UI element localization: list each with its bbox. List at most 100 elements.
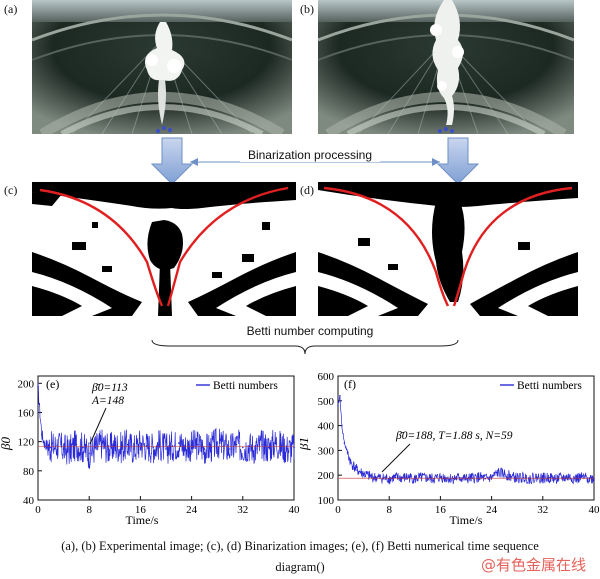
chart-e-annotation-amp: A=148 bbox=[91, 395, 124, 407]
binarization-arrows bbox=[150, 137, 480, 185]
chart-e-data-point-17 bbox=[133, 448, 135, 450]
chart-f-annotation-arrow bbox=[381, 443, 411, 473]
chart-e-data-point-3 bbox=[43, 442, 46, 444]
experimental-image-a bbox=[32, 0, 292, 134]
chart-f-data-point-15 bbox=[414, 478, 416, 480]
chart-f-data-point-34 bbox=[535, 476, 538, 478]
chart-f-plot-frame bbox=[337, 375, 595, 501]
chart-e-panel-label: (e) bbox=[46, 377, 59, 391]
betti-computing-label: Betti number computing bbox=[246, 324, 374, 338]
chart-e-xtick-label-5: 40 bbox=[289, 504, 301, 516]
chart-f-ytick-label-2: 300 bbox=[318, 445, 335, 457]
chart-e-data-point-41 bbox=[286, 448, 289, 450]
chart-f-data-point-2 bbox=[341, 424, 343, 427]
betti-chart-e: 0 8 16 24 32 40 40 80 120 160 200 (e) β̄0=113 A=14… bbox=[0, 375, 301, 527]
chart-f-data-point-19 bbox=[439, 476, 442, 478]
chart-f-data-point-8 bbox=[369, 475, 371, 478]
figure-caption-line2: diagram() bbox=[275, 560, 325, 574]
chart-e-data-point-10 bbox=[88, 452, 90, 455]
chart-f-data-point-7 bbox=[362, 473, 365, 475]
chart-e-data-point-26 bbox=[190, 445, 193, 447]
chart-f-data-point-28 bbox=[497, 471, 499, 474]
chart-e-data-point-5 bbox=[56, 444, 58, 447]
chart-e-ylabel: β0 bbox=[0, 437, 13, 451]
chart-e-data-point-27 bbox=[197, 443, 199, 446]
chart-e-data-point-21 bbox=[158, 443, 161, 446]
chart-e-data-point-30 bbox=[216, 442, 218, 444]
chart-f-data-point-25 bbox=[478, 476, 480, 478]
chart-e-data-point-32 bbox=[229, 448, 231, 450]
chart-f-xtick-label-2: 16 bbox=[435, 504, 447, 516]
chart-e-data-point-7 bbox=[69, 449, 71, 452]
panel-label-b: (b) bbox=[300, 2, 314, 16]
chart-e-legend: Betti numbers bbox=[213, 380, 278, 392]
chart-f-data-point-23 bbox=[465, 478, 467, 480]
chart-f-ytick-label-3: 400 bbox=[318, 421, 335, 433]
chart-e-ytick-label-1: 80 bbox=[23, 466, 35, 478]
chart-e-ytick-label-4: 200 bbox=[18, 378, 35, 390]
chart-e-data-point-6 bbox=[62, 448, 65, 450]
chart-e-data-point-24 bbox=[178, 442, 180, 444]
chart-f-series-line-0 bbox=[337, 395, 595, 485]
chart-e-data-point-36 bbox=[254, 448, 257, 450]
betti-bracket bbox=[151, 339, 459, 355]
chart-f-ytick-label-5: 600 bbox=[318, 371, 335, 383]
chart-e-data-point-22 bbox=[165, 448, 167, 450]
chart-e-data-point-4 bbox=[50, 446, 52, 449]
chart-e-xtick-label-0: 0 bbox=[35, 504, 41, 516]
binarization-image-d bbox=[318, 182, 578, 316]
down-arrow-left-icon bbox=[150, 137, 194, 185]
chart-f-xtick-label-3: 24 bbox=[486, 504, 498, 516]
chart-f-xtick-label-1: 8 bbox=[386, 504, 392, 516]
chart-e-plot-frame bbox=[37, 375, 295, 501]
chart-e-data-point-15 bbox=[120, 446, 122, 449]
chart-e-data-point-1 bbox=[39, 411, 41, 414]
chart-e-xtick-label-2: 16 bbox=[135, 504, 147, 516]
binarization-label: Binarization processing bbox=[240, 148, 380, 162]
chart-e-data-point-28 bbox=[203, 448, 206, 450]
chart-e-data-point-35 bbox=[248, 445, 250, 447]
chart-e-data-point-25 bbox=[184, 446, 186, 449]
chart-e-data-point-16 bbox=[126, 443, 129, 446]
chart-e-data-point-42 bbox=[293, 446, 295, 449]
panel-label-c: (c) bbox=[4, 183, 18, 197]
chart-e-data-point-33 bbox=[235, 443, 238, 446]
experimental-image-b bbox=[318, 0, 574, 134]
chart-e-data-point-9 bbox=[82, 446, 84, 449]
panel-label-d: (d) bbox=[300, 183, 314, 197]
betti-chart-f: 0 8 16 24 32 40 100 200 300 400 500 600 (f) β̄0=188… bbox=[300, 371, 600, 527]
chart-e-data-point-12 bbox=[101, 442, 103, 444]
chart-f-annotation-mean: β̄0=188, T=1.88 s, N=59 bbox=[395, 430, 513, 442]
chart-f-data-point-18 bbox=[433, 478, 435, 480]
chart-f-data-point-1 bbox=[339, 395, 341, 397]
chart-e-data-point-37 bbox=[261, 443, 263, 446]
chart-e-annotation-mean: β̄0=113 bbox=[91, 382, 128, 394]
chart-f-legend: Betti numbers bbox=[517, 380, 582, 392]
chart-f-data-point-3 bbox=[343, 442, 346, 444]
watermark-text: @有色金属在线 bbox=[480, 556, 586, 574]
chart-f-xlabel: Time/s bbox=[450, 513, 483, 527]
chart-e-data-point-11 bbox=[94, 446, 97, 449]
chart-e-data-point-29 bbox=[210, 446, 212, 449]
chart-e-data-point-13 bbox=[107, 448, 110, 450]
chart-e-data-point-19 bbox=[146, 445, 148, 447]
chart-e-data-point-20 bbox=[152, 446, 154, 449]
chart-f-data-point-4 bbox=[346, 452, 349, 454]
chart-f-xtick-label-0: 0 bbox=[335, 504, 341, 516]
chart-f-data-point-0 bbox=[337, 404, 339, 407]
chart-f-data-point-30 bbox=[510, 475, 512, 478]
chart-f-data-point-29 bbox=[503, 473, 506, 475]
chart-e-data-point-38 bbox=[267, 446, 270, 449]
chart-f-ytick-label-4: 500 bbox=[318, 396, 335, 408]
chart-e-series-line-0 bbox=[37, 381, 295, 469]
chart-f-data-point-5 bbox=[350, 462, 352, 464]
chart-f-ytick-label-0: 100 bbox=[318, 495, 335, 507]
chart-e-data-point-8 bbox=[75, 443, 78, 446]
chart-f-xtick-label-4: 32 bbox=[537, 504, 548, 516]
chart-e-xtick-label-4: 32 bbox=[237, 504, 248, 516]
chart-e-xlabel: Time/s bbox=[126, 513, 159, 527]
chart-f-data-point-39 bbox=[567, 476, 570, 478]
chart-f-ylabel: β1 bbox=[300, 437, 311, 451]
chart-e-data-point-39 bbox=[274, 442, 276, 444]
chart-e-data-point-14 bbox=[114, 445, 116, 447]
